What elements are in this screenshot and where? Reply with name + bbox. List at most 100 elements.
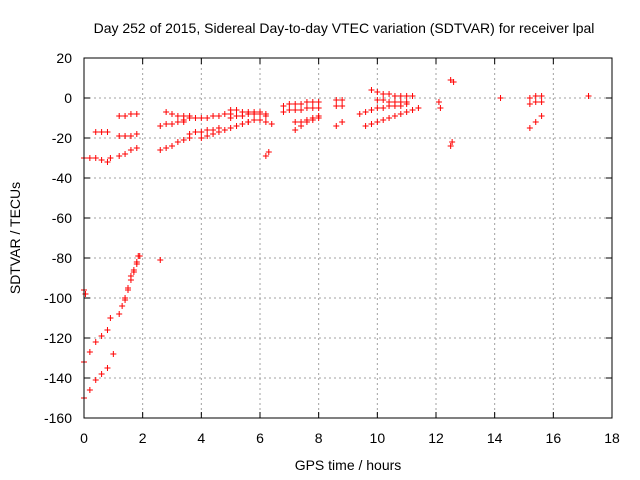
data-point bbox=[292, 101, 299, 107]
series-trace-6 bbox=[157, 257, 164, 263]
series-trace-28 bbox=[333, 119, 346, 129]
data-point bbox=[262, 113, 269, 119]
data-point bbox=[262, 153, 269, 159]
y-tick-label: -80 bbox=[52, 250, 72, 266]
data-point bbox=[391, 93, 398, 99]
data-point bbox=[227, 115, 234, 121]
data-point bbox=[315, 99, 322, 105]
data-point bbox=[133, 259, 140, 265]
data-point bbox=[119, 303, 126, 309]
data-point bbox=[447, 143, 454, 149]
data-point bbox=[192, 129, 199, 135]
data-point bbox=[198, 135, 205, 141]
data-point bbox=[186, 131, 193, 137]
data-point bbox=[391, 113, 398, 119]
data-point bbox=[86, 155, 93, 161]
data-point bbox=[526, 101, 533, 107]
x-tick-label: 2 bbox=[139, 430, 147, 446]
data-point bbox=[450, 79, 457, 85]
data-point bbox=[245, 111, 252, 117]
series-trace-22 bbox=[280, 99, 322, 109]
data-point bbox=[315, 105, 322, 111]
data-point bbox=[368, 87, 375, 93]
data-point bbox=[92, 377, 99, 383]
data-point bbox=[435, 99, 442, 105]
data-point bbox=[380, 105, 387, 111]
series-trace-15 bbox=[180, 111, 234, 123]
data-point bbox=[104, 129, 111, 135]
data-point bbox=[174, 139, 181, 145]
series-trace-31 bbox=[368, 87, 416, 99]
series-trace-5 bbox=[81, 287, 89, 297]
data-point bbox=[233, 107, 240, 113]
data-point bbox=[265, 149, 272, 155]
data-point bbox=[169, 143, 175, 149]
data-point bbox=[122, 151, 129, 157]
data-point bbox=[163, 109, 170, 115]
data-point bbox=[125, 285, 131, 291]
series-trace-2 bbox=[81, 315, 114, 365]
series-trace-25 bbox=[292, 113, 322, 133]
data-point bbox=[204, 127, 211, 133]
data-point bbox=[368, 107, 375, 113]
series-trace-35 bbox=[447, 139, 456, 149]
series-trace-8 bbox=[92, 129, 111, 135]
data-point bbox=[403, 93, 410, 99]
data-point bbox=[538, 99, 545, 105]
data-point bbox=[585, 93, 592, 99]
data-point bbox=[362, 123, 369, 129]
data-point bbox=[92, 339, 99, 345]
data-point bbox=[403, 99, 410, 105]
series-trace-21 bbox=[262, 149, 272, 159]
x-tick-label: 10 bbox=[370, 430, 386, 446]
series-trace-39 bbox=[526, 113, 545, 131]
data-point bbox=[303, 105, 310, 111]
data-point bbox=[180, 117, 187, 123]
data-point bbox=[280, 109, 287, 115]
data-point bbox=[315, 113, 322, 119]
series-trace-10 bbox=[116, 131, 140, 139]
y-tick-label: -60 bbox=[52, 210, 72, 226]
data-point bbox=[169, 111, 175, 117]
data-point bbox=[127, 147, 134, 153]
data-point bbox=[257, 117, 263, 123]
data-point bbox=[339, 119, 346, 125]
series-trace-32 bbox=[374, 97, 410, 105]
data-point bbox=[538, 93, 545, 99]
data-point bbox=[380, 117, 387, 123]
x-tick-label: 12 bbox=[428, 430, 444, 446]
data-point bbox=[157, 123, 164, 129]
data-point bbox=[233, 113, 240, 119]
x-tick-label: 6 bbox=[256, 430, 264, 446]
data-point bbox=[374, 97, 381, 103]
data-point bbox=[397, 99, 404, 105]
x-axis-label: GPS time / hours bbox=[295, 457, 402, 473]
data-point bbox=[339, 103, 346, 109]
data-point bbox=[104, 365, 111, 371]
series-trace-27 bbox=[333, 103, 346, 109]
data-point bbox=[136, 253, 143, 259]
data-point bbox=[374, 119, 381, 125]
data-point bbox=[186, 115, 193, 121]
data-point bbox=[122, 297, 129, 303]
series-trace-26 bbox=[333, 97, 346, 103]
data-series bbox=[81, 77, 592, 401]
data-point bbox=[227, 107, 234, 113]
data-point bbox=[292, 127, 299, 133]
data-point bbox=[251, 117, 258, 123]
data-point bbox=[233, 123, 240, 129]
data-point bbox=[210, 131, 217, 137]
data-point bbox=[298, 101, 305, 107]
data-point bbox=[227, 125, 234, 131]
data-point bbox=[339, 97, 346, 103]
data-point bbox=[204, 133, 211, 139]
data-point bbox=[292, 107, 299, 113]
y-tick-label: -140 bbox=[44, 370, 72, 386]
series-trace-40 bbox=[585, 93, 592, 99]
data-point bbox=[391, 99, 398, 105]
y-tick-label: -20 bbox=[52, 130, 72, 146]
data-point bbox=[116, 133, 123, 139]
data-point bbox=[133, 145, 140, 151]
data-point bbox=[415, 105, 422, 111]
